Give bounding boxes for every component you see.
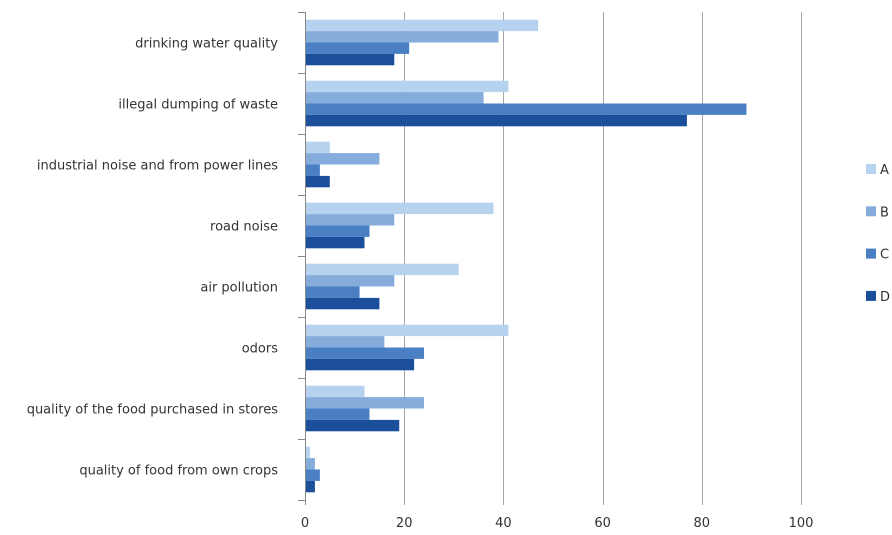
bar-c [306,225,370,237]
legend-label-d: D [880,290,890,305]
bar-a [306,324,509,337]
category-label: air pollution [200,281,278,296]
x-tick-label: 80 [694,516,711,531]
bars [306,19,747,493]
bar-b [306,336,385,348]
bar-d [306,480,315,493]
legend-swatch-c [866,248,876,259]
category-labels: drinking water quality illegal dumping of… [27,37,279,479]
bar-d [306,53,395,66]
gridlines [404,12,802,505]
bar-c [306,469,320,481]
bar-d [306,175,330,188]
bar-b [306,214,395,226]
bar-a [306,446,310,459]
bar-c [306,286,360,298]
x-tick-label: 100 [789,516,814,531]
category-label: quality of the food purchased in stores [27,403,279,418]
legend-swatch-d [866,290,876,301]
legend: A B C D [866,163,890,305]
bar-a [306,80,509,93]
bar-c [306,42,410,54]
bar-c [306,103,747,115]
bar-d [306,114,687,127]
legend-label-a: A [880,163,889,178]
bar-d [306,236,365,249]
bar-a [306,202,494,215]
category-label: odors [242,342,279,357]
category-label: road noise [210,220,278,235]
bar-b [306,92,484,104]
legend-swatch-b [866,206,876,217]
bar-a [306,385,365,398]
bar-b [306,31,499,43]
bar-b [306,275,395,287]
bar-c [306,164,320,176]
bar-a [306,141,330,154]
x-tick-label: 0 [301,516,309,531]
bar-a [306,263,459,276]
category-label: drinking water quality [135,37,278,52]
category-label: industrial noise and from power lines [37,159,278,174]
bar-b [306,458,315,470]
legend-label-b: B [880,205,889,220]
bar-d [306,419,400,432]
category-label: quality of food from own crops [79,464,278,479]
x-tick-label: 40 [495,516,512,531]
bar-b [306,153,380,165]
category-label: illegal dumping of waste [118,98,278,113]
bar-a [306,19,539,32]
x-tick-label: 20 [396,516,413,531]
bar-b [306,397,425,409]
legend-swatch-a [866,164,876,174]
bar-d [306,358,415,371]
bar-c [306,347,425,359]
x-tick-labels: 0 20 40 60 80 100 [301,516,814,531]
x-tick-label: 60 [594,516,611,531]
bar-c [306,408,370,420]
bar-d [306,297,380,310]
axes [298,12,306,505]
legend-label-c: C [880,248,889,263]
